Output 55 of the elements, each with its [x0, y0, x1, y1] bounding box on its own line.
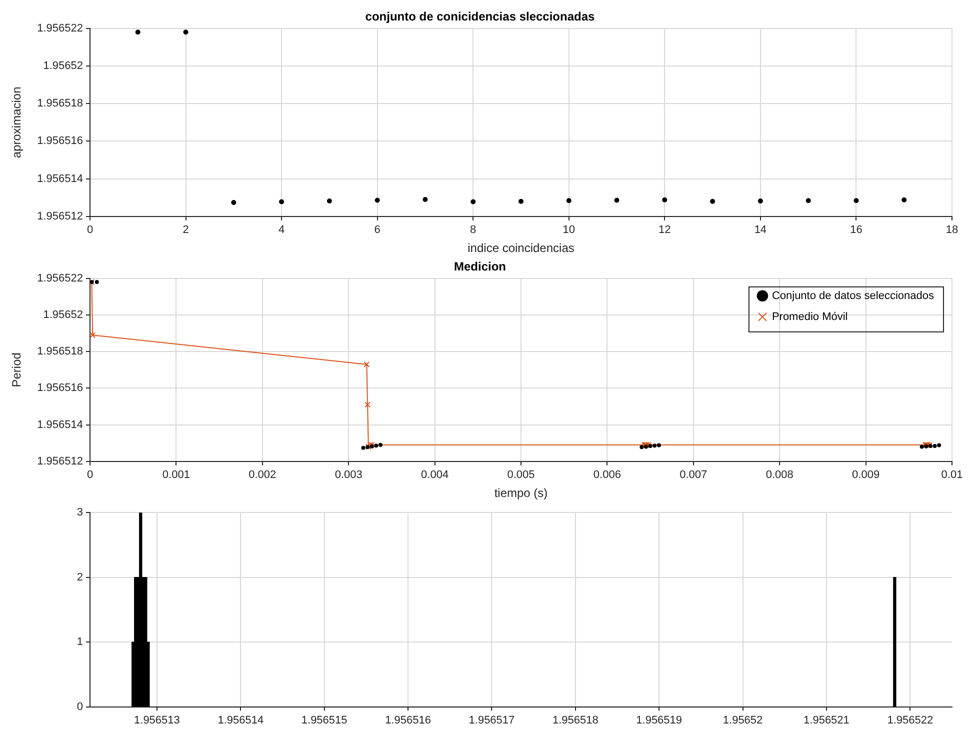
x-tick-label: 1.956517: [468, 714, 515, 726]
x-tick-label: 8: [470, 224, 476, 236]
y-tick-label: 1.956522: [37, 272, 83, 284]
y-tick-label: 1.956516: [37, 382, 83, 394]
y-axis-title: Period: [10, 352, 24, 388]
y-tick-label: 1: [76, 636, 83, 648]
y-tick-label: 1.956518: [37, 346, 83, 358]
x-tick-label: 18: [946, 224, 958, 236]
y-tick-label: 2: [76, 571, 83, 584]
x-tick-label: 1.956519: [636, 714, 682, 726]
x-tick-label: 0.003: [334, 469, 362, 482]
x-tick-label: 0.007: [680, 469, 708, 482]
x-tick-label: 0.004: [421, 469, 449, 482]
y-tick-label: 1.956518: [37, 98, 83, 110]
y-tick-label: 1.956522: [37, 22, 83, 34]
x-tick-label: 10: [562, 224, 576, 236]
x-tick-label: 0: [86, 469, 94, 482]
x-tick-label: 0.005: [507, 469, 535, 482]
y-tick-label: 3: [76, 506, 83, 519]
x-tick-label: 1.956522: [887, 714, 934, 726]
y-tick-label: 1.956512: [37, 455, 83, 468]
y-axis-title: aproximacion: [10, 86, 24, 158]
x-tick-label: 6: [374, 224, 380, 236]
chart-title: Medicion: [454, 260, 506, 274]
x-tick-label: 0.006: [593, 469, 621, 482]
x-tick-label: 0.002: [248, 469, 276, 482]
y-tick-label: 1.956516: [37, 135, 83, 148]
legend-label: Promedio Móvil: [772, 310, 848, 323]
x-tick-label: 0.009: [852, 469, 880, 482]
y-tick-label: 1.95652: [43, 60, 83, 72]
x-tick-label: 0.01: [941, 469, 963, 482]
x-tick-label: 1.956514: [218, 714, 264, 726]
x-axis-title: tiempo (s): [494, 486, 548, 500]
x-tick-label: 1.956516: [385, 714, 431, 726]
x-tick-label: 14: [754, 224, 767, 236]
x-tick-label: 12: [658, 224, 671, 236]
legend-label: Conjunto de datos seleccionados: [772, 290, 934, 302]
x-tick-label: 2: [182, 224, 189, 236]
chart-title: conjunto de conicidencias sleccionadas: [365, 10, 596, 24]
x-tick-label: 1.956515: [301, 714, 348, 726]
x-tick-label: 0.008: [766, 469, 794, 482]
x-tick-label: 4: [278, 224, 285, 236]
y-tick-label: 1.956514: [37, 172, 83, 185]
y-tick-label: 1.956512: [37, 210, 83, 222]
x-tick-label: 1.956513: [134, 714, 180, 726]
x-tick-label: 1.956521: [804, 714, 850, 726]
y-tick-label: 0: [76, 700, 83, 713]
x-tick-label: 0: [86, 224, 94, 236]
x-tick-label: 16: [850, 224, 862, 236]
x-tick-label: 0.001: [162, 469, 190, 482]
y-tick-label: 1.95652: [43, 309, 83, 322]
x-tick-label: 1.95652: [722, 714, 763, 726]
x-tick-label: 1.956518: [552, 714, 598, 726]
x-axis-title: indice coincidencias: [468, 241, 574, 256]
y-tick-label: 1.956514: [37, 418, 83, 431]
